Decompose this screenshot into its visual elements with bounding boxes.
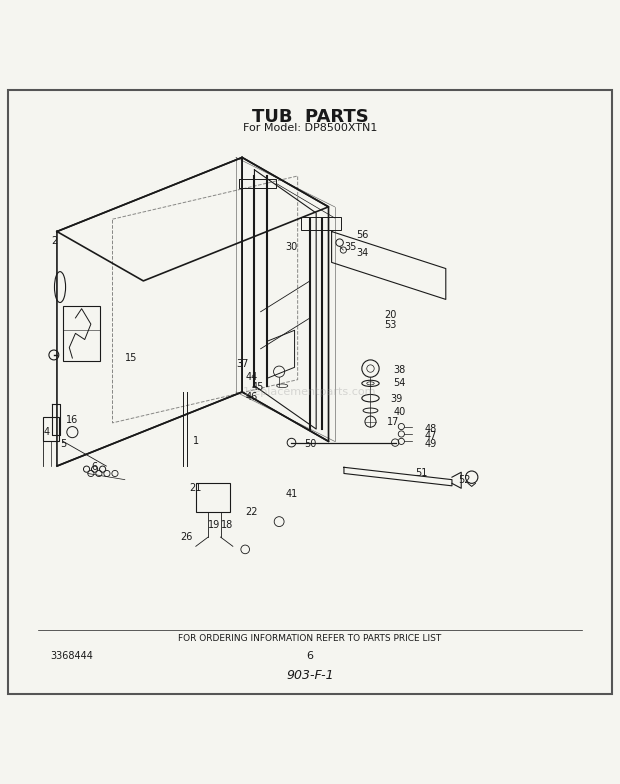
- Text: 44: 44: [245, 372, 257, 382]
- Text: 20: 20: [384, 310, 396, 320]
- Text: TUB  PARTS: TUB PARTS: [252, 108, 368, 126]
- Text: 17: 17: [387, 416, 399, 426]
- Text: 35: 35: [344, 242, 356, 252]
- Text: 1: 1: [193, 437, 199, 446]
- Text: 56: 56: [356, 230, 369, 240]
- Text: 15: 15: [125, 353, 137, 363]
- Text: 30: 30: [285, 242, 298, 252]
- Text: 16: 16: [66, 415, 79, 425]
- Bar: [196, 483, 230, 513]
- Text: 51: 51: [415, 469, 427, 478]
- Text: 26: 26: [180, 532, 193, 542]
- Bar: [63, 306, 100, 361]
- Text: 2: 2: [51, 236, 57, 245]
- Text: 6: 6: [306, 652, 314, 661]
- Text: 46: 46: [245, 392, 257, 402]
- Text: 4: 4: [43, 427, 50, 437]
- Text: 54: 54: [393, 378, 405, 388]
- Text: 40: 40: [393, 407, 405, 417]
- Text: 34: 34: [356, 248, 368, 258]
- Text: 39: 39: [390, 394, 402, 405]
- Text: 45: 45: [251, 382, 264, 392]
- Text: 22: 22: [245, 507, 258, 517]
- Text: 53: 53: [384, 321, 396, 330]
- Bar: [43, 416, 59, 441]
- Text: 18: 18: [221, 520, 232, 530]
- Text: 41: 41: [285, 489, 298, 499]
- Text: 903-F-1: 903-F-1: [286, 670, 334, 682]
- Text: 3368444: 3368444: [51, 652, 94, 661]
- Text: 21: 21: [190, 483, 202, 492]
- Text: For Model: DP8500XTN1: For Model: DP8500XTN1: [243, 123, 377, 132]
- Text: 1replacementparts.com: 1replacementparts.com: [243, 387, 377, 397]
- Text: 38: 38: [393, 365, 405, 376]
- Text: 5: 5: [60, 440, 66, 449]
- Text: 49: 49: [424, 440, 436, 449]
- Text: 52: 52: [458, 474, 471, 485]
- Bar: [301, 216, 341, 230]
- Text: 47: 47: [424, 431, 436, 441]
- Text: FOR ORDERING INFORMATION REFER TO PARTS PRICE LIST: FOR ORDERING INFORMATION REFER TO PARTS …: [179, 634, 441, 644]
- Text: 37: 37: [236, 359, 248, 369]
- Text: 6: 6: [91, 463, 97, 472]
- Text: 48: 48: [424, 424, 436, 434]
- Text: 19: 19: [208, 520, 220, 530]
- Text: 50: 50: [304, 440, 316, 449]
